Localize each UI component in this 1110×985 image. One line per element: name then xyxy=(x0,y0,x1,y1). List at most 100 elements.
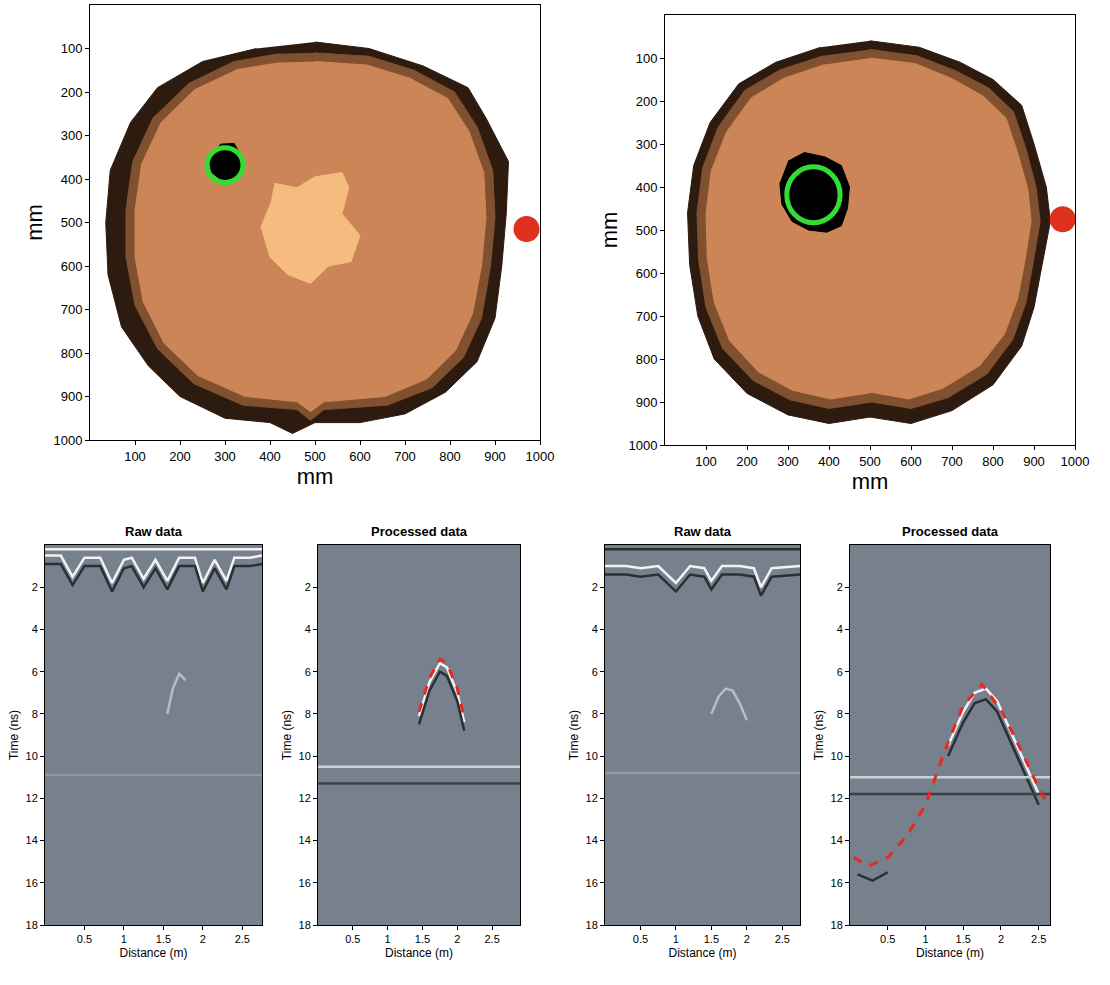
svg-text:12: 12 xyxy=(831,792,843,804)
svg-text:Processed data: Processed data xyxy=(902,524,999,539)
svg-text:14: 14 xyxy=(26,834,38,846)
svg-text:500: 500 xyxy=(859,454,881,469)
svg-text:500: 500 xyxy=(61,215,83,230)
svg-text:2: 2 xyxy=(744,933,750,945)
svg-text:0.5: 0.5 xyxy=(77,933,92,945)
svg-text:6: 6 xyxy=(305,666,311,678)
svg-text:2: 2 xyxy=(998,933,1004,945)
svg-text:8: 8 xyxy=(592,708,598,720)
svg-text:200: 200 xyxy=(736,454,758,469)
svg-text:0.5: 0.5 xyxy=(880,933,895,945)
svg-text:mm: mm xyxy=(852,469,889,494)
svg-text:100: 100 xyxy=(636,51,658,66)
svg-text:2.5: 2.5 xyxy=(235,933,250,945)
svg-text:1: 1 xyxy=(385,933,391,945)
svg-text:300: 300 xyxy=(636,137,658,152)
svg-text:mm: mm xyxy=(22,204,47,241)
svg-text:16: 16 xyxy=(831,877,843,889)
svg-text:1000: 1000 xyxy=(526,449,555,464)
svg-text:Distance (m): Distance (m) xyxy=(668,946,736,960)
svg-text:900: 900 xyxy=(1023,454,1045,469)
svg-text:400: 400 xyxy=(818,454,840,469)
svg-text:300: 300 xyxy=(61,128,83,143)
svg-text:10: 10 xyxy=(26,750,38,762)
svg-text:600: 600 xyxy=(636,266,658,281)
svg-text:900: 900 xyxy=(636,395,658,410)
svg-text:14: 14 xyxy=(831,834,843,846)
svg-text:18: 18 xyxy=(831,919,843,931)
svg-text:6: 6 xyxy=(837,666,843,678)
svg-text:8: 8 xyxy=(305,708,311,720)
svg-text:1.5: 1.5 xyxy=(415,933,430,945)
svg-text:2: 2 xyxy=(837,581,843,593)
svg-text:8: 8 xyxy=(32,708,38,720)
svg-text:14: 14 xyxy=(586,834,598,846)
svg-text:2: 2 xyxy=(454,933,460,945)
svg-text:600: 600 xyxy=(61,259,83,274)
svg-text:4: 4 xyxy=(305,623,311,635)
svg-text:Time (ns): Time (ns) xyxy=(812,710,826,760)
svg-text:10: 10 xyxy=(586,750,598,762)
svg-text:Raw data: Raw data xyxy=(125,524,183,539)
svg-text:2: 2 xyxy=(592,581,598,593)
svg-text:400: 400 xyxy=(636,180,658,195)
svg-text:300: 300 xyxy=(777,454,799,469)
svg-text:2: 2 xyxy=(305,581,311,593)
svg-text:1000: 1000 xyxy=(628,438,657,453)
svg-text:Distance (m): Distance (m) xyxy=(119,946,187,960)
svg-text:1000: 1000 xyxy=(1061,454,1090,469)
svg-text:500: 500 xyxy=(304,449,326,464)
svg-text:800: 800 xyxy=(439,449,461,464)
svg-text:700: 700 xyxy=(941,454,963,469)
svg-text:Time (ns): Time (ns) xyxy=(280,710,294,760)
svg-text:1: 1 xyxy=(121,933,127,945)
svg-text:Processed data: Processed data xyxy=(371,524,468,539)
svg-text:4: 4 xyxy=(32,623,38,635)
svg-text:100: 100 xyxy=(61,41,83,56)
svg-text:6: 6 xyxy=(32,666,38,678)
svg-text:12: 12 xyxy=(586,792,598,804)
svg-text:800: 800 xyxy=(61,346,83,361)
svg-text:2.5: 2.5 xyxy=(484,933,499,945)
svg-text:Distance (m): Distance (m) xyxy=(385,946,453,960)
svg-text:Distance (m): Distance (m) xyxy=(916,946,984,960)
svg-text:12: 12 xyxy=(299,792,311,804)
svg-text:16: 16 xyxy=(586,877,598,889)
svg-text:10: 10 xyxy=(831,750,843,762)
svg-text:1.5: 1.5 xyxy=(704,933,719,945)
svg-text:100: 100 xyxy=(124,449,146,464)
svg-text:Time (ns): Time (ns) xyxy=(7,710,21,760)
svg-text:mm: mm xyxy=(297,464,334,489)
svg-text:2: 2 xyxy=(32,581,38,593)
svg-text:1.5: 1.5 xyxy=(156,933,171,945)
svg-text:700: 700 xyxy=(394,449,416,464)
svg-text:300: 300 xyxy=(214,449,236,464)
svg-text:1: 1 xyxy=(673,933,679,945)
svg-text:900: 900 xyxy=(484,449,506,464)
svg-text:12: 12 xyxy=(26,792,38,804)
svg-text:14: 14 xyxy=(299,834,311,846)
svg-text:16: 16 xyxy=(26,877,38,889)
svg-text:200: 200 xyxy=(636,94,658,109)
svg-text:200: 200 xyxy=(169,449,191,464)
svg-text:1000: 1000 xyxy=(53,433,82,448)
svg-text:1: 1 xyxy=(922,933,928,945)
svg-text:4: 4 xyxy=(837,623,843,635)
svg-text:10: 10 xyxy=(299,750,311,762)
svg-text:18: 18 xyxy=(299,919,311,931)
svg-text:1.5: 1.5 xyxy=(956,933,971,945)
svg-text:18: 18 xyxy=(26,919,38,931)
svg-text:Time (ns): Time (ns) xyxy=(567,710,581,760)
svg-text:2: 2 xyxy=(200,933,206,945)
svg-text:0.5: 0.5 xyxy=(345,933,360,945)
svg-text:700: 700 xyxy=(636,309,658,324)
svg-text:16: 16 xyxy=(299,877,311,889)
svg-text:mm: mm xyxy=(597,212,622,249)
svg-text:2.5: 2.5 xyxy=(775,933,790,945)
svg-text:2.5: 2.5 xyxy=(1031,933,1046,945)
svg-text:600: 600 xyxy=(349,449,371,464)
svg-text:800: 800 xyxy=(982,454,1004,469)
svg-text:Raw data: Raw data xyxy=(674,524,732,539)
svg-text:800: 800 xyxy=(636,352,658,367)
svg-text:8: 8 xyxy=(837,708,843,720)
